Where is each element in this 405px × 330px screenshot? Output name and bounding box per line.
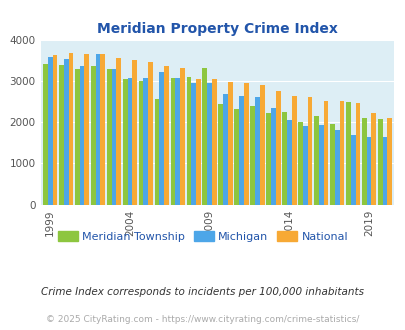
Text: Crime Index corresponds to incidents per 100,000 inhabitants: Crime Index corresponds to incidents per…: [41, 287, 364, 297]
Bar: [239, 96, 243, 205]
Bar: [64, 59, 68, 205]
Bar: [366, 137, 371, 205]
Bar: [329, 124, 334, 205]
Bar: [139, 81, 143, 205]
Bar: [48, 57, 52, 205]
Bar: [355, 103, 360, 205]
Bar: [186, 77, 191, 205]
Bar: [266, 113, 271, 205]
Bar: [313, 116, 318, 205]
Bar: [234, 109, 239, 205]
Bar: [116, 58, 121, 205]
Bar: [318, 125, 323, 205]
Bar: [148, 62, 153, 205]
Bar: [43, 64, 48, 205]
Bar: [127, 79, 132, 205]
Bar: [59, 65, 64, 205]
Bar: [68, 53, 73, 205]
Bar: [386, 117, 391, 205]
Bar: [191, 82, 196, 205]
Bar: [196, 79, 200, 205]
Bar: [170, 79, 175, 205]
Bar: [361, 118, 366, 205]
Bar: [207, 83, 211, 205]
Bar: [100, 54, 105, 205]
Bar: [211, 79, 216, 205]
Title: Meridian Property Crime Index: Meridian Property Crime Index: [96, 22, 337, 36]
Bar: [218, 104, 223, 205]
Bar: [228, 82, 232, 205]
Bar: [96, 54, 100, 205]
Bar: [350, 135, 355, 205]
Bar: [202, 69, 207, 205]
Bar: [164, 66, 168, 205]
Bar: [323, 101, 328, 205]
Bar: [302, 126, 307, 205]
Bar: [52, 55, 57, 205]
Bar: [339, 102, 343, 205]
Bar: [286, 120, 291, 205]
Bar: [291, 96, 296, 205]
Bar: [297, 122, 302, 205]
Bar: [382, 137, 386, 205]
Bar: [345, 102, 350, 205]
Bar: [307, 97, 312, 205]
Bar: [271, 108, 275, 205]
Bar: [175, 79, 180, 205]
Bar: [334, 130, 339, 205]
Bar: [122, 79, 127, 205]
Bar: [275, 91, 280, 205]
Bar: [243, 82, 248, 205]
Bar: [91, 66, 96, 205]
Bar: [79, 66, 84, 205]
Bar: [281, 112, 286, 205]
Text: © 2025 CityRating.com - https://www.cityrating.com/crime-statistics/: © 2025 CityRating.com - https://www.city…: [46, 315, 359, 324]
Bar: [84, 54, 89, 205]
Bar: [159, 72, 164, 205]
Bar: [223, 94, 228, 205]
Bar: [154, 99, 159, 205]
Bar: [143, 78, 148, 205]
Bar: [377, 119, 382, 205]
Bar: [180, 68, 184, 205]
Bar: [371, 113, 375, 205]
Bar: [254, 97, 259, 205]
Bar: [75, 69, 79, 205]
Bar: [132, 60, 137, 205]
Bar: [107, 69, 111, 205]
Legend: Meridian Township, Michigan, National: Meridian Township, Michigan, National: [53, 227, 352, 246]
Bar: [111, 69, 116, 205]
Bar: [250, 106, 254, 205]
Bar: [259, 85, 264, 205]
